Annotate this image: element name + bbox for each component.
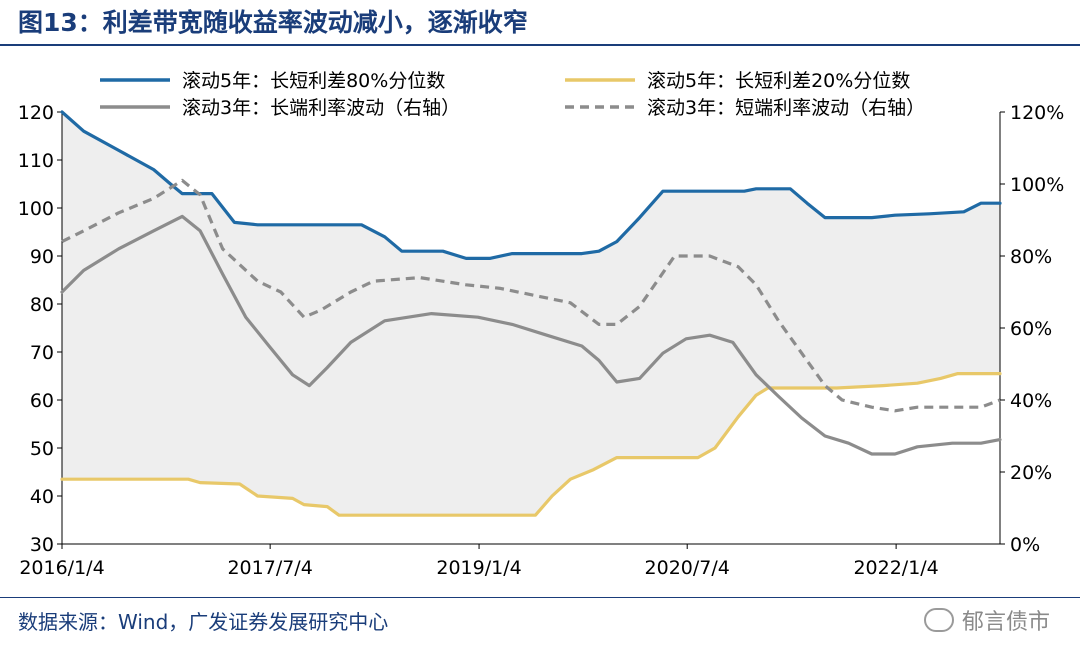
y-right-tick-label: 120% bbox=[1010, 102, 1064, 124]
y-left-tick-label: 110 bbox=[18, 150, 54, 172]
watermark-text: 郁言债市 bbox=[961, 610, 1050, 635]
series-line-4 bbox=[61, 178, 1001, 413]
x-tick-label: 2019/1/4 bbox=[436, 557, 521, 579]
x-tick-label: 2016/1/4 bbox=[19, 557, 104, 579]
shaded-band bbox=[62, 112, 1000, 516]
legend-label-3: 滚动3年：长端利率波动（右轴） bbox=[182, 97, 460, 119]
y-left-tick-label: 120 bbox=[18, 102, 54, 124]
series-layer bbox=[60, 110, 1002, 517]
x-tick-label: 2017/7/4 bbox=[227, 557, 312, 579]
series-line-3 bbox=[60, 214, 1002, 456]
series-line-1 bbox=[60, 110, 1002, 260]
y-left-tick-label: 60 bbox=[30, 390, 54, 412]
wechat-icon bbox=[923, 608, 954, 632]
y-right-tick-label: 20% bbox=[1010, 462, 1052, 484]
y-right-tick-label: 0% bbox=[1010, 534, 1040, 556]
page-title: 图13：利差带宽随收益率波动减小，逐渐收窄 bbox=[18, 8, 528, 37]
y-left-tick-label: 80 bbox=[30, 294, 54, 316]
y-right-tick-label: 80% bbox=[1010, 246, 1052, 268]
y-left-tick-label: 90 bbox=[30, 246, 54, 268]
watermark: 郁言债市 bbox=[923, 604, 1050, 636]
x-tick-label: 2020/7/4 bbox=[645, 557, 730, 579]
title-divider bbox=[0, 44, 1080, 46]
legend: 滚动5年：长短利差80%分位数 滚动5年：长短利差20%分位数滚动3年：长端利率波… bbox=[100, 70, 925, 119]
y-right-tick-label: 40% bbox=[1010, 390, 1052, 412]
y-left-tick-label: 30 bbox=[30, 534, 54, 556]
shaded-band-layer bbox=[62, 112, 1000, 516]
y-right-tick-label: 60% bbox=[1010, 318, 1052, 340]
series-line-2 bbox=[60, 372, 1002, 517]
legend-label-1: 滚动5年：长短利差80%分位数 bbox=[182, 70, 445, 92]
y-left-tick-label: 40 bbox=[30, 486, 54, 508]
line-chart: 30 40 50 60 70 80 90 100 110 120 0% 20% 40% 60% 80% 100… bbox=[18, 70, 1065, 579]
source-divider bbox=[0, 597, 1080, 598]
y-left-tick-label: 70 bbox=[30, 342, 54, 364]
x-tick-label: 2022/1/4 bbox=[853, 557, 938, 579]
y-left-tick-label: 50 bbox=[30, 438, 54, 460]
source-note: 数据来源：Wind，广发证券发展研究中心 bbox=[18, 610, 389, 634]
legend-label-2: 滚动5年：长短利差20%分位数 bbox=[647, 70, 910, 92]
axes-layer: 30 40 50 60 70 80 90 100 110 120 0% 20% 40% 60% 80% 100… bbox=[18, 102, 1065, 579]
legend-label-4: 滚动3年：短端利率波动（右轴） bbox=[647, 97, 925, 119]
y-left-tick-label: 100 bbox=[18, 198, 54, 220]
y-right-tick-label: 100% bbox=[1010, 174, 1064, 196]
